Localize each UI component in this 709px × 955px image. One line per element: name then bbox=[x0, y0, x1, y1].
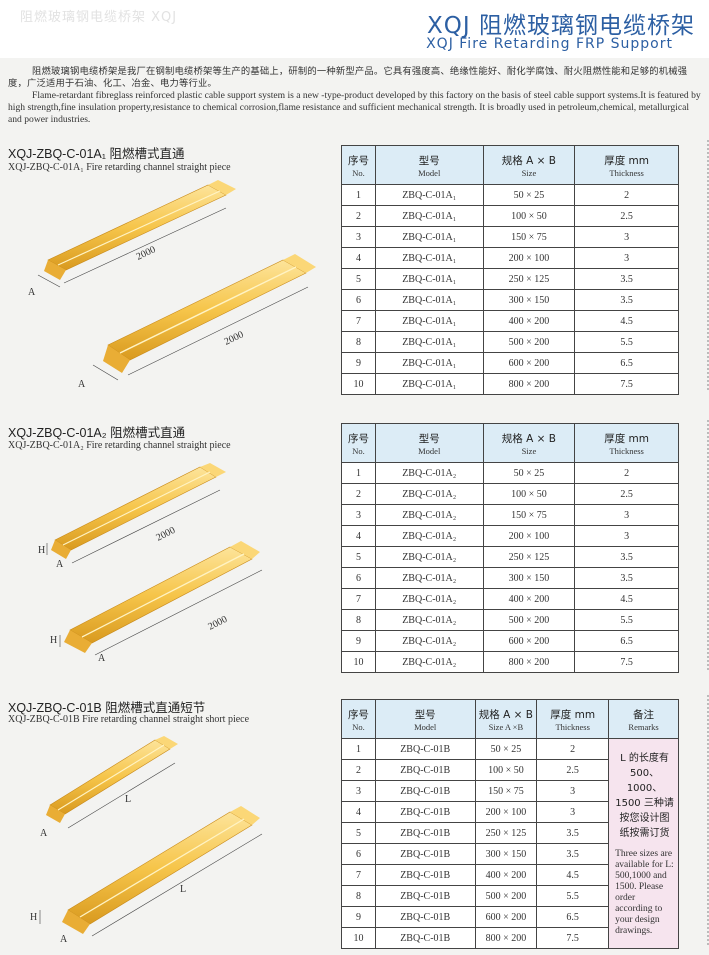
table-row: 3 ZBQ-C-01B 150 × 75 3 bbox=[341, 780, 679, 802]
section-3-title: XQJ-ZBQ-C-01B 阻燃槽式直通短节 bbox=[8, 701, 206, 715]
section-1-rows: 1 ZBQ-C-01A₁ 50 × 25 2 2 ZBQ-C-01A₁ 100 × 50 2… bbox=[341, 184, 679, 395]
dim-a-1: A bbox=[28, 287, 36, 298]
header-remarks: 备注 Remarks bbox=[608, 699, 679, 739]
dim-length-5: L bbox=[125, 794, 131, 805]
dim-a-2: A bbox=[78, 379, 86, 390]
dim-line-1 bbox=[63, 207, 227, 284]
section-2-rows: 1 ZBQ-C-01A₂ 50 × 25 2 2 ZBQ-C-01A₂ 100 × 50 2… bbox=[341, 462, 679, 673]
page-title-en: XQJ Fire Retarding FRP Support bbox=[426, 36, 673, 52]
table-row: 7 ZBQ-C-01A₂ 400 × 200 4.5 bbox=[341, 588, 679, 610]
table-row: 6 ZBQ-C-01B 300 × 150 3.5 bbox=[341, 843, 679, 865]
table-row: 10 ZBQ-C-01A₂ 800 × 200 7.5 bbox=[341, 651, 679, 673]
header-size: 规格 A × B Size A ×B bbox=[474, 699, 538, 739]
table-row: 1 ZBQ-C-01A₁ 50 × 25 2 bbox=[341, 184, 679, 206]
table-row: 4 ZBQ-C-01A₂ 200 × 100 3 bbox=[341, 525, 679, 547]
table-row: 6 ZBQ-C-01A₂ 300 × 150 3.5 bbox=[341, 567, 679, 589]
header-model: 型号 Model bbox=[374, 423, 484, 463]
table-row: 6 ZBQ-C-01A₁ 300 × 150 3.5 bbox=[341, 289, 679, 311]
table-row: 8 ZBQ-C-01A₂ 500 × 200 5.5 bbox=[341, 609, 679, 631]
table-row: 8 ZBQ-C-01A₁ 500 × 200 5.5 bbox=[341, 331, 679, 353]
remarks-cell: L 的长度有 500、1000、1500 三种请按您设计图纸按需订货 Three… bbox=[608, 738, 679, 949]
table-row: 3 ZBQ-C-01A₁ 150 × 75 3 bbox=[341, 226, 679, 248]
header-no: 序号 No. bbox=[341, 423, 376, 463]
table-row: 2 ZBQ-C-01B 100 × 50 2.5 bbox=[341, 759, 679, 781]
header-thickness: 厚度 mm Thickness bbox=[574, 423, 679, 463]
section-2-title: XQJ-ZBQ-C-01A₂ 阻燃槽式直通 bbox=[8, 426, 186, 440]
header-faint-text: 阻燃玻璃钢电缆桥架 XQJ bbox=[20, 10, 178, 25]
table-row: 9 ZBQ-C-01A₂ 600 × 200 6.5 bbox=[341, 630, 679, 652]
dim-a-6: A bbox=[60, 934, 68, 945]
edge-dots-2 bbox=[703, 420, 709, 670]
header-thickness: 厚度 mm Thickness bbox=[574, 145, 679, 185]
table-row: 3 ZBQ-C-01A₂ 150 × 75 3 bbox=[341, 504, 679, 526]
header-model: 型号 Model bbox=[374, 145, 484, 185]
intro-en: Flame-retardant fibreglass reinforced pl… bbox=[8, 90, 701, 125]
tray-2-drawing bbox=[103, 254, 316, 373]
tray-1-drawing bbox=[44, 180, 236, 280]
header-no: 序号 No. bbox=[341, 145, 376, 185]
table-row: 5 ZBQ-C-01B 250 × 125 3.5 bbox=[341, 822, 679, 844]
section-2-table: 序号 No. 型号 Model 规格 A × B Size 厚度 mm Thicknes… bbox=[341, 423, 679, 673]
table-row: 10 ZBQ-C-01B 800 × 200 7.5 bbox=[341, 927, 679, 949]
table-row: 4 ZBQ-C-01A₁ 200 × 100 3 bbox=[341, 247, 679, 269]
dim-length-6: L bbox=[180, 884, 186, 895]
remarks-cn: L 的长度有 500、1000、1500 三种请按您设计图纸按需订货 bbox=[615, 753, 674, 839]
header-model: 型号 Model bbox=[374, 699, 476, 739]
table-row: 9 ZBQ-C-01A₁ 600 × 200 6.5 bbox=[341, 352, 679, 374]
section-1-table: 序号 No. 型号 Model 规格 A × B Size 厚度 mm Thicknes… bbox=[341, 145, 679, 395]
dim-h-1: H bbox=[38, 545, 45, 556]
table-row: 1 ZBQ-C-01B 50 × 25 2 L 的长度有 500、1000、1500 … bbox=[341, 738, 679, 949]
header-band bbox=[0, 0, 709, 58]
section-2-subtitle: XQJ-ZBQ-C-01A₂ Fire retarding channel st… bbox=[8, 440, 231, 451]
edge-dots-1 bbox=[703, 140, 709, 390]
dim-line-2 bbox=[127, 286, 309, 376]
table-row: 4 ZBQ-C-01B 200 × 100 3 bbox=[341, 801, 679, 823]
header-size: 规格 A × B Size bbox=[482, 423, 576, 463]
section-1-title: XQJ-ZBQ-C-01A₁ 阻燃槽式直通 bbox=[8, 147, 185, 161]
table-row: 10 ZBQ-C-01A₁ 800 × 200 7.5 bbox=[341, 373, 679, 395]
section-3-rows: 1 ZBQ-C-01B 50 × 25 2 L 的长度有 500、1000、1500 … bbox=[341, 738, 679, 949]
dim-a-4: A bbox=[98, 653, 106, 664]
header-no: 序号 No. bbox=[341, 699, 376, 739]
header-size: 规格 A × B Size bbox=[482, 145, 576, 185]
table-row: 2 ZBQ-C-01A₁ 100 × 50 2.5 bbox=[341, 205, 679, 227]
dim-h-2: H bbox=[50, 635, 57, 646]
remarks-en: Three sizes are available for L: 500,100… bbox=[615, 849, 674, 936]
section-3-table: 序号 No. 型号 Model 规格 A × B Size A ×B 厚度 mm Thi… bbox=[341, 699, 679, 949]
section-1-subtitle: XQJ-ZBQ-C-01A₁ Fire retarding channel st… bbox=[8, 162, 231, 173]
table-row: 9 ZBQ-C-01B 600 × 200 6.5 bbox=[341, 906, 679, 928]
tray-3-drawing bbox=[51, 463, 226, 559]
dim-h-3: H bbox=[30, 912, 37, 923]
table-row: 2 ZBQ-C-01A₂ 100 × 50 2.5 bbox=[341, 483, 679, 505]
dim-length-3: 2000 bbox=[154, 525, 177, 544]
intro-block: 阻燃玻璃钢电缆桥架是我厂在钢制电缆桥架等生产的基础上，研制的一种新型产品。它具有… bbox=[8, 66, 702, 126]
intro-cn: 阻燃玻璃钢电缆桥架是我厂在钢制电缆桥架等生产的基础上，研制的一种新型产品。它具有… bbox=[8, 66, 688, 89]
table-row: 5 ZBQ-C-01A₂ 250 × 125 3.5 bbox=[341, 546, 679, 568]
table-row: 7 ZBQ-C-01A₁ 400 × 200 4.5 bbox=[341, 310, 679, 332]
header-thickness: 厚度 mm Thickness bbox=[536, 699, 610, 739]
page-title-cn: XQJ 阻燃玻璃钢电缆桥架 bbox=[427, 13, 695, 39]
section-3-subtitle: XQJ-ZBQ-C-01B Fire retarding channel str… bbox=[8, 714, 250, 725]
section-1-diagram: 2000 2000 A A bbox=[28, 180, 316, 390]
tray-6-drawing bbox=[62, 806, 260, 934]
dim-length-4: 2000 bbox=[206, 614, 229, 633]
section-3-diagram: L L A H A bbox=[30, 736, 263, 945]
edge-dots-3 bbox=[703, 695, 709, 945]
tray-4-drawing bbox=[64, 541, 260, 653]
table-row: 5 ZBQ-C-01A₁ 250 × 125 3.5 bbox=[341, 268, 679, 290]
dim-a-3: A bbox=[56, 559, 64, 570]
dim-length-1: 2000 bbox=[135, 244, 158, 262]
section-2-diagram: 2000 2000 H A H A bbox=[38, 463, 263, 664]
dim-length-2: 2000 bbox=[223, 329, 246, 347]
dim-a-5: A bbox=[40, 828, 48, 839]
table-row: 1 ZBQ-C-01A₂ 50 × 25 2 bbox=[341, 462, 679, 484]
tray-5-drawing bbox=[46, 736, 178, 823]
